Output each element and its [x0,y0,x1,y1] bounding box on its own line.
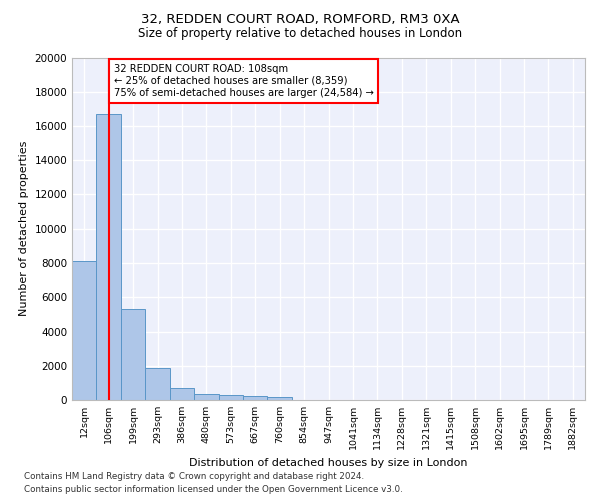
Bar [194,394,218,400]
Bar [145,368,170,400]
Bar [243,396,268,400]
Text: Contains public sector information licensed under the Open Government Licence v3: Contains public sector information licen… [24,485,403,494]
Bar [268,398,292,400]
Text: 32 REDDEN COURT ROAD: 108sqm
← 25% of detached houses are smaller (8,359)
75% of: 32 REDDEN COURT ROAD: 108sqm ← 25% of de… [113,64,373,98]
Bar [72,262,97,400]
Text: Size of property relative to detached houses in London: Size of property relative to detached ho… [138,28,462,40]
X-axis label: Distribution of detached houses by size in London: Distribution of detached houses by size … [189,458,468,468]
Bar [170,388,194,400]
Y-axis label: Number of detached properties: Number of detached properties [19,141,29,316]
Text: Contains HM Land Registry data © Crown copyright and database right 2024.: Contains HM Land Registry data © Crown c… [24,472,364,481]
Text: 32, REDDEN COURT ROAD, ROMFORD, RM3 0XA: 32, REDDEN COURT ROAD, ROMFORD, RM3 0XA [140,12,460,26]
Bar [218,395,243,400]
Bar [121,309,145,400]
Bar [97,114,121,400]
